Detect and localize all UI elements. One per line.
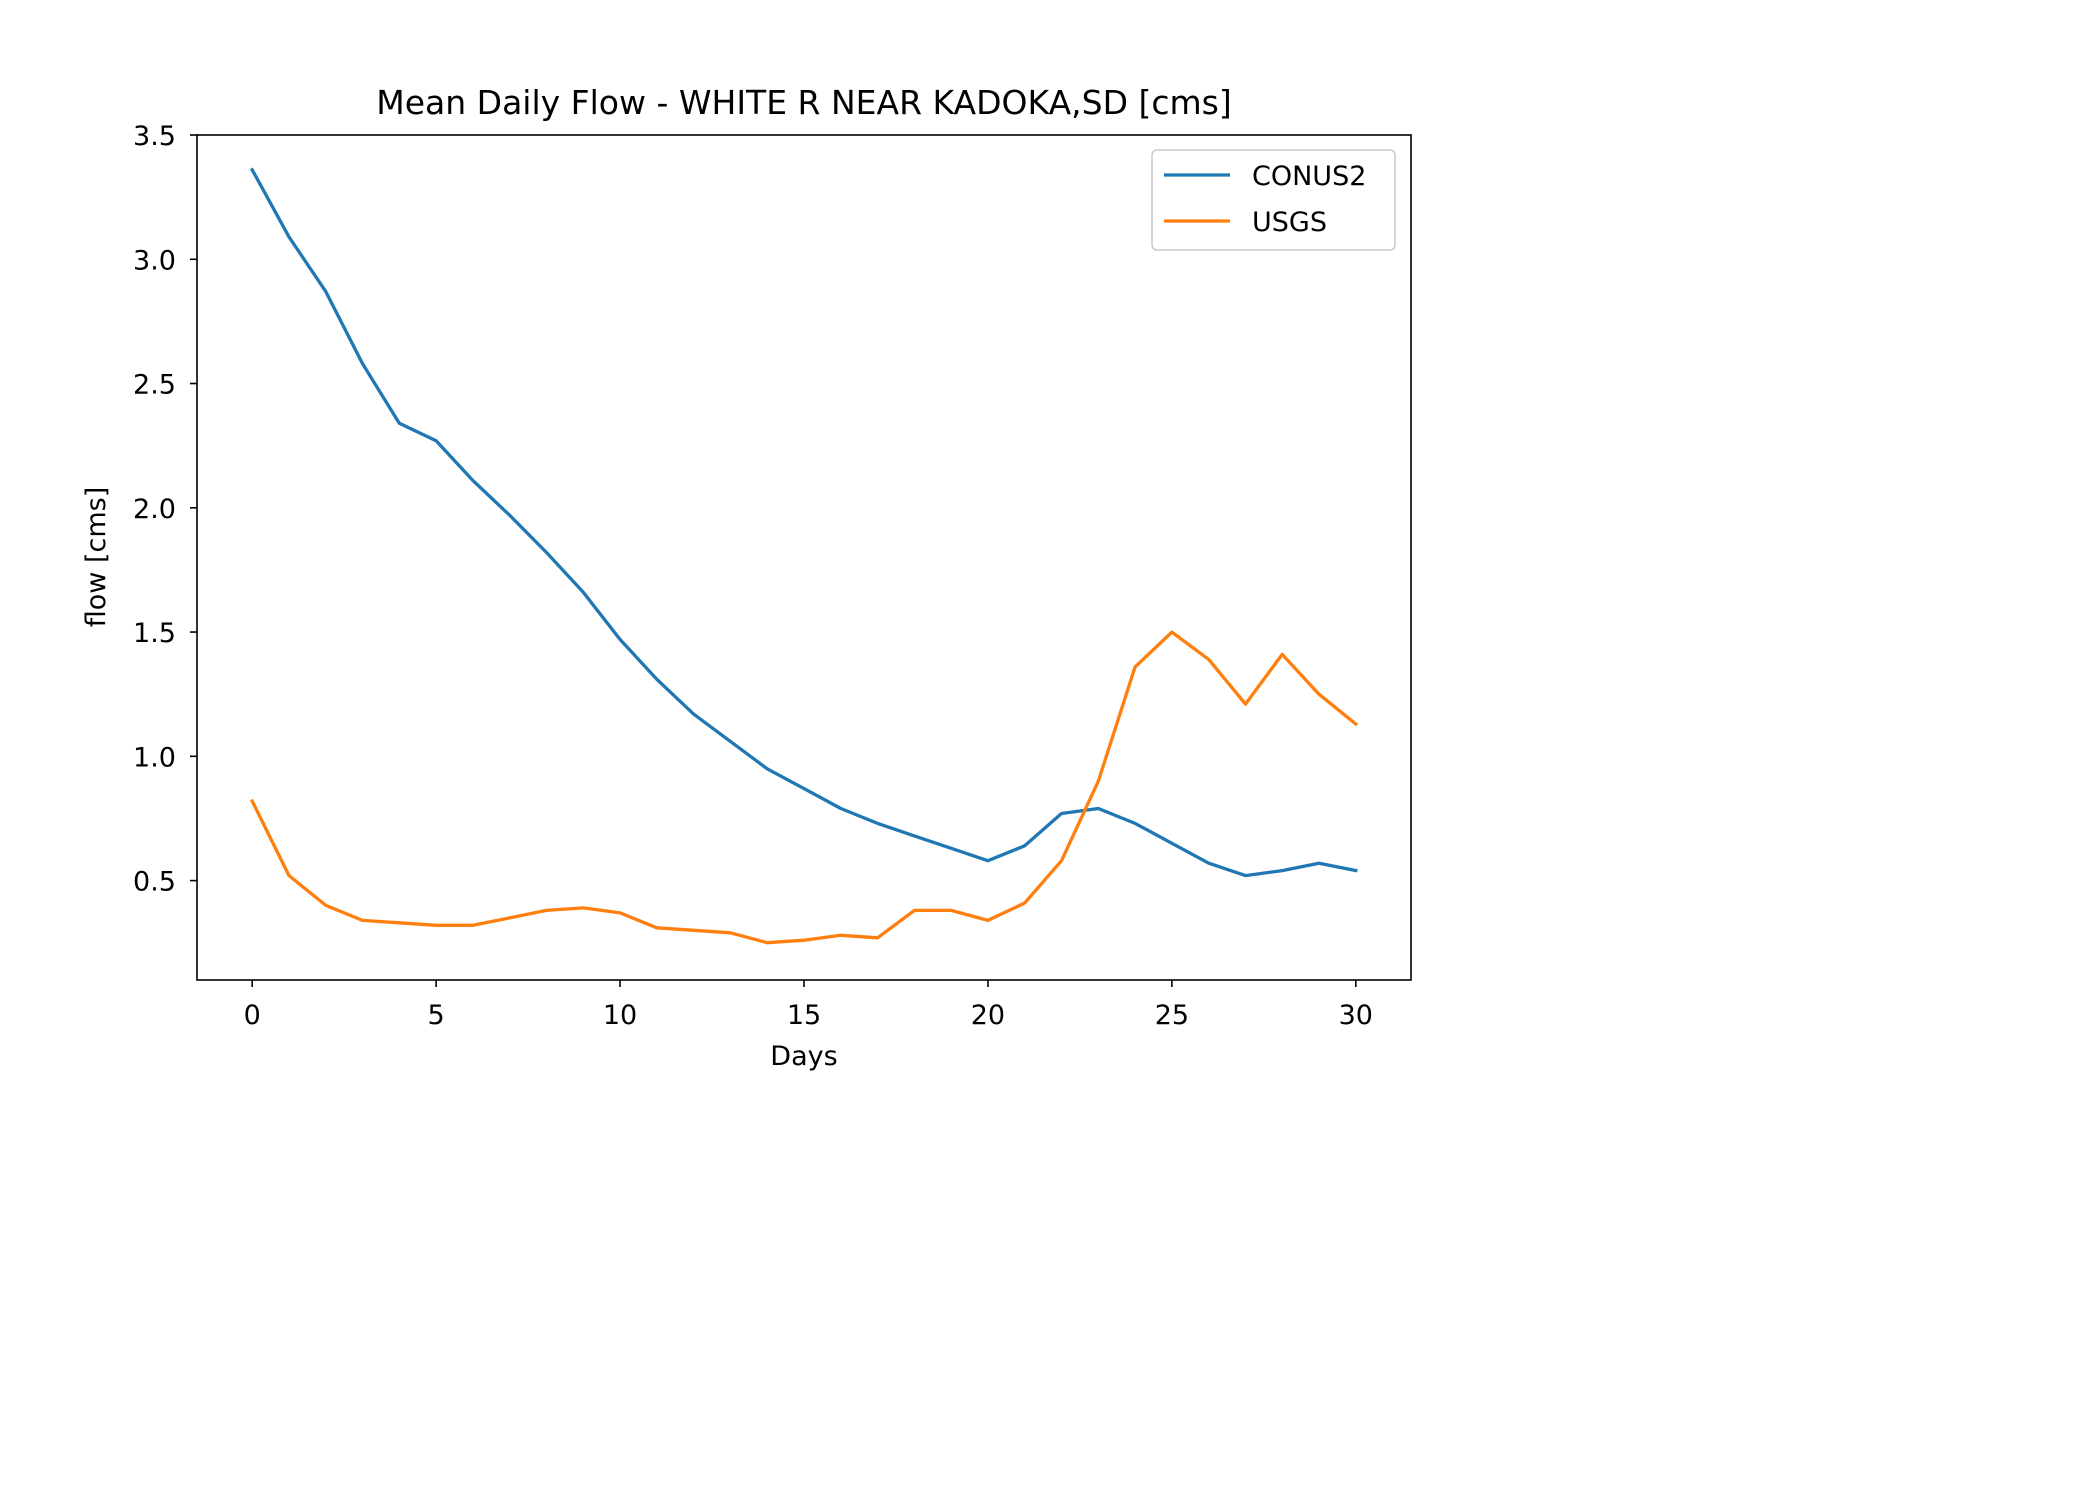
series-layer	[249, 167, 1359, 945]
y-tick-label: 2.0	[133, 494, 176, 525]
y-tick-label: 3.0	[133, 245, 176, 276]
series-line-usgs	[249, 630, 1359, 945]
x-tick-label: 0	[244, 1000, 261, 1031]
x-axis: 0 5 10 15 20 25 30	[244, 980, 1373, 1031]
x-tick-label: 5	[428, 1000, 445, 1031]
y-axis: 0.5 1.0 1.5 2.0 2.5 3.0 3.5	[133, 121, 197, 898]
y-tick-label: 0.5	[133, 867, 176, 898]
y-tick-label: 1.5	[133, 618, 176, 649]
x-tick-label: 25	[1155, 1000, 1189, 1031]
x-tick-label: 15	[787, 1000, 821, 1031]
y-tick-label: 3.5	[133, 121, 176, 152]
x-tick-label: 10	[603, 1000, 637, 1031]
legend-label-conus2: CONUS2	[1252, 161, 1366, 192]
chart: 0 5 10 15 20 25 30 0.5 1.0 1.5 2.0 2.5 3.0 3.5 Mean …	[81, 83, 1412, 1072]
legend-label-usgs: USGS	[1252, 207, 1327, 238]
y-tick-label: 2.5	[133, 370, 176, 401]
plot-area	[197, 135, 1411, 980]
chart-title: Mean Daily Flow - WHITE R NEAR KADOKA,SD…	[376, 83, 1231, 122]
y-axis-label: flow [cms]	[81, 487, 112, 627]
x-tick-label: 20	[971, 1000, 1005, 1031]
x-tick-label: 30	[1339, 1000, 1373, 1031]
x-axis-label: Days	[770, 1041, 837, 1072]
series-line-conus2	[249, 167, 1358, 878]
legend: CONUS2 USGS	[1151, 149, 1396, 251]
y-tick-label: 1.0	[133, 742, 176, 773]
